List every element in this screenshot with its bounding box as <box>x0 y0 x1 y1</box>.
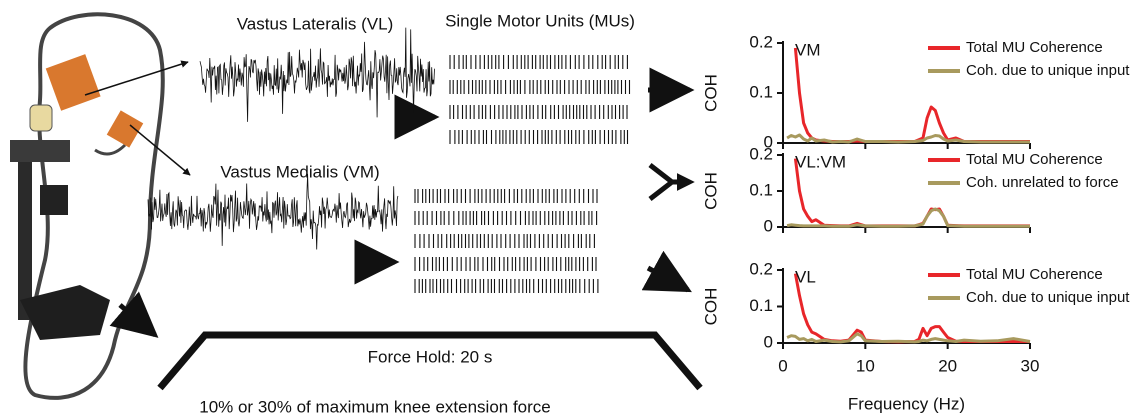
emg-trace <box>200 28 435 122</box>
legend-label: Total MU Coherence <box>966 39 1103 56</box>
x-axis-label: Frequency (Hz) <box>848 394 965 413</box>
legend-label: Total MU Coherence <box>966 151 1103 168</box>
y-tick-label: 0 <box>764 216 773 235</box>
y-tick-label: 0.1 <box>749 296 773 315</box>
coherence-line <box>795 274 1030 342</box>
brace-clamp <box>40 185 68 215</box>
emg-traces <box>148 28 435 250</box>
y-tick-label: 0.2 <box>749 32 773 51</box>
spike-rasters <box>415 55 630 293</box>
emg-trace <box>148 174 398 250</box>
legend-label: Total MU Coherence <box>966 266 1103 283</box>
legend-label: Coh. unrelated to force <box>966 174 1119 191</box>
force-hold: Force Hold: 20 s <box>368 347 493 366</box>
y-axis-label: COH <box>701 288 720 326</box>
spike-train <box>450 130 628 144</box>
legend-label: Coh. due to unique input <box>966 289 1130 306</box>
spike-train <box>450 105 627 119</box>
brace-foot <box>20 285 110 340</box>
y-tick-label: 0.2 <box>749 259 773 278</box>
x-tick-label: 0 <box>778 356 787 375</box>
arrow <box>85 62 188 95</box>
y-axis-label: COH <box>701 74 720 112</box>
x-tick-label: 10 <box>856 356 875 375</box>
brace-bar <box>18 150 32 320</box>
brace-top <box>10 140 70 162</box>
annotation: VL <box>795 267 816 286</box>
y-axis-label: COH <box>701 172 720 210</box>
spike-train <box>415 189 597 203</box>
spike-train <box>415 234 594 248</box>
electrode-vl <box>46 54 101 111</box>
spike-train <box>415 211 597 225</box>
annotation: VM <box>795 40 821 59</box>
x-tick-label: 20 <box>938 356 957 375</box>
annotation: VL:VM <box>795 152 846 171</box>
spike-train <box>450 80 630 94</box>
muscle-label: Vastus Lateralis (VL) <box>237 14 394 33</box>
x-tick-label: 30 <box>1021 356 1040 375</box>
knee-line <box>95 145 125 154</box>
mu-label: Single Motor Units (MUs) <box>445 11 635 30</box>
figure: Vastus Lateralis (VL) Single Motor Units… <box>0 0 1136 420</box>
coherence-line <box>787 135 1030 142</box>
y-tick-label: 0.2 <box>749 144 773 163</box>
spike-train <box>450 55 627 69</box>
electrode-vm <box>107 110 144 147</box>
legend-label: Coh. due to unique input <box>966 62 1130 79</box>
y-tick-label: 0 <box>764 332 773 351</box>
arrow <box>648 268 688 290</box>
spike-train <box>415 257 596 271</box>
spike-train <box>415 279 598 293</box>
muscle-label: Vastus Medialis (VM) <box>220 162 379 181</box>
connector <box>30 105 52 131</box>
force-level: 10% or 30% of maximum knee extension for… <box>199 397 551 416</box>
y-tick-label: 0.1 <box>749 180 773 199</box>
y-tick-label: 0.1 <box>749 82 773 101</box>
arrow <box>120 305 155 335</box>
